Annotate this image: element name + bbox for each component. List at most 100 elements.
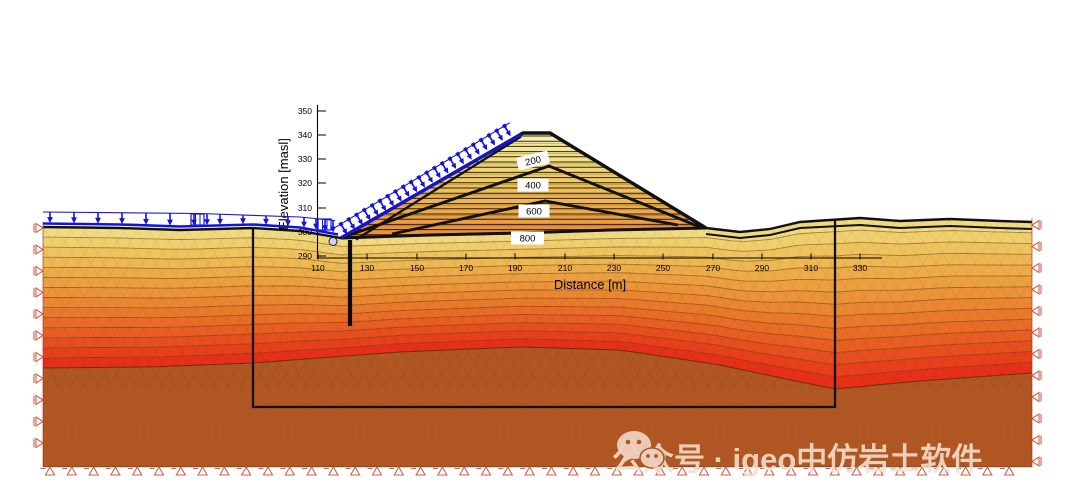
arrow-tail-block [377, 198, 383, 204]
roller-support-marker [1030, 391, 1040, 403]
isoline-label-box [515, 150, 551, 171]
arrow-tail-block [416, 174, 422, 180]
y-tick-label: 300 [298, 227, 312, 237]
pin-support-marker [938, 465, 950, 476]
arrow-tail-block [470, 142, 476, 148]
arrow-tail-block [431, 165, 437, 171]
pin-support-marker [502, 465, 514, 476]
arrow-tail-block [338, 221, 344, 227]
slope-load-line [340, 133, 522, 240]
load-block [317, 218, 332, 231]
x-tick-label: 330 [853, 263, 867, 273]
arrowhead [404, 190, 410, 197]
x-tick-label: 270 [706, 263, 720, 273]
arrowhead [365, 214, 371, 221]
x-tick-label: 150 [410, 263, 424, 273]
arrowhead [505, 130, 511, 137]
x-tick-label: 290 [755, 263, 769, 273]
pin-support-marker [327, 465, 339, 476]
roller-support-marker [35, 394, 45, 406]
arrow-tail-block [478, 137, 484, 143]
roller-support-marker [35, 286, 45, 299]
axis-tick-marks [316, 105, 882, 260]
arrow-tail-block [502, 123, 507, 129]
pin-support-marker [371, 465, 383, 476]
roller-support-marker [1030, 305, 1040, 317]
roller-support-marker [35, 308, 45, 320]
arrowhead [412, 186, 418, 193]
surface-layer-line [705, 223, 1033, 240]
arrowhead [167, 219, 173, 226]
roller-support-marker [1030, 455, 1040, 468]
roller-support-marker [35, 222, 45, 234]
y-tick-label: 290 [298, 251, 312, 261]
arrowhead [497, 134, 503, 141]
inner-zone-boundary-1 [344, 164, 701, 238]
arrow-tail-block [354, 212, 359, 218]
isoline-label-200: 200 [515, 150, 551, 171]
pin-support-marker [458, 465, 470, 476]
roller-support-marker [1030, 412, 1040, 425]
axes: 350 340 330 320 310 300 290 110 130 150 … [276, 105, 882, 292]
ground-surface-line [42, 216, 1033, 240]
pin-support-marker [218, 465, 230, 476]
arrow-tail-block [486, 132, 492, 138]
isoline-label-text: 600 [526, 207, 542, 218]
pin-support-marker [393, 465, 405, 476]
refined-zone-rectangle [251, 220, 837, 409]
y-tick-label: 340 [298, 130, 312, 140]
arrow-tail-block [439, 160, 445, 166]
roller-support-marker [35, 351, 45, 363]
pin-support-marker [175, 465, 187, 476]
isoline-label-box [517, 178, 549, 192]
roller-support-marker [1030, 369, 1040, 382]
dam-contour-band [341, 215, 706, 227]
arrowhead [474, 148, 480, 155]
pin-support-marker [197, 465, 209, 476]
roller-support-marker [1030, 326, 1040, 339]
arrowhead [451, 162, 457, 169]
pin-support-marker [872, 465, 884, 476]
roller-support-marker [1030, 283, 1040, 296]
arrow-tail-block [447, 156, 453, 162]
arrowhead [427, 176, 433, 183]
pin-support-marker [524, 465, 536, 476]
arrowhead [217, 218, 223, 225]
pin-support-marker [807, 465, 819, 476]
pin-support-marker [88, 465, 100, 476]
isoline-label-600: 600 [518, 204, 550, 218]
pin-support-marker [785, 465, 797, 476]
x-axis-title: Distance [m] [554, 277, 626, 292]
dam-contour-band [341, 225, 706, 237]
y-axis-title: Elevation [masl] [276, 138, 291, 230]
pin-support-marker [349, 465, 361, 476]
arrowhead [119, 218, 125, 225]
pin-support-marker [415, 465, 427, 476]
refined-zone-outline [251, 220, 837, 409]
arrowhead [466, 153, 472, 160]
arrowhead [396, 195, 402, 202]
y-tick-label: 350 [298, 106, 312, 116]
pin-support-marker [981, 465, 993, 476]
pin-support-marker [676, 465, 688, 476]
pin-support-marker [698, 465, 710, 476]
arrow-tail-block [400, 184, 406, 190]
arrowhead [380, 204, 387, 211]
pin-support-marker [742, 465, 754, 476]
pin-support-marker [109, 465, 121, 476]
y-tick-label: 310 [298, 203, 312, 213]
arrowhead [482, 144, 488, 151]
arrow-tail-block [455, 151, 461, 157]
arrowhead [435, 172, 441, 179]
arrow-tail-block [408, 179, 414, 185]
fe-mesh-overlay [43, 218, 1032, 390]
pin-support-marker [829, 465, 841, 476]
load-arrows [42, 122, 522, 246]
x-tick-label: 110 [311, 263, 325, 273]
arrowhead [443, 167, 449, 174]
arrowhead [458, 158, 464, 165]
pin-support-marker [611, 465, 623, 476]
pin-support-marker [545, 465, 557, 476]
